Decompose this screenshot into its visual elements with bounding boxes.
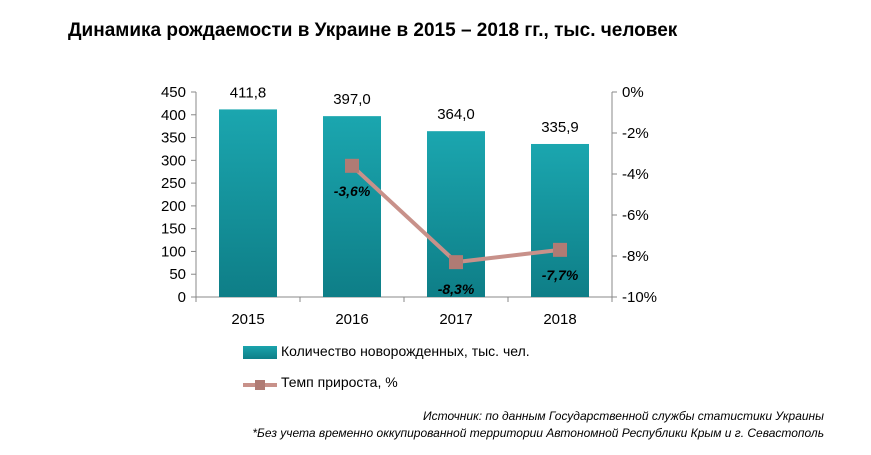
bar [219,109,277,297]
legend-bar-swatch [243,346,277,359]
x-tick-label: 2018 [543,311,576,328]
y-tick-label-right: -2% [622,125,649,142]
bar-data-label: 364,0 [437,106,475,123]
y-tick-label-right: 0% [622,84,644,101]
source-note: Источник: по данным Государственной служ… [423,409,824,423]
y-tick-label-left: 300 [161,152,186,169]
line-marker [345,158,359,173]
bar-series [219,109,589,298]
bar [427,131,485,297]
y-tick-label-right: -6% [622,207,649,224]
line-data-label: -3,6% [334,183,371,199]
y-tick-label-left: 150 [161,221,186,238]
y-tick-label-right: -8% [622,248,649,265]
line-marker [449,255,463,270]
line-series [345,158,567,270]
x-tick-label: 2017 [439,311,472,328]
y-tick-label-left: 350 [161,130,186,147]
y-tick-label-left: 0 [178,289,186,306]
x-tick-label: 2016 [335,311,368,328]
y-tick-label-right: -10% [622,289,657,306]
footnote: *Без учета временно оккупированной терри… [252,426,824,440]
x-tick-label: 2015 [231,311,264,328]
y-tick-label-left: 450 [161,84,186,101]
y-tick-label-left: 400 [161,107,186,124]
line-data-label: -7,7% [542,267,579,283]
bar-data-label: 397,0 [333,91,371,108]
bar-data-label: 335,9 [541,119,579,136]
chart-title: Динамика рождаемости в Украине в 2015 – … [68,20,678,41]
legend-label-growth: Темп прироста, % [281,374,398,390]
y-tick-label-left: 200 [161,198,186,215]
bar [323,116,381,298]
legend-label-births: Количество новорожденных, тыс. чел. [281,343,530,359]
y-tick-label-right: -4% [622,166,649,183]
y-tick-label-left: 250 [161,175,186,192]
chart-axes: 0 50 100 150 200 250 300 350 400 450 0% -2% -4% -6% -8… [161,84,657,328]
bar-data-label: 411,8 [230,84,266,101]
legend-marker-swatch [255,380,265,390]
line-marker [553,242,567,257]
y-tick-label-left: 100 [161,243,186,260]
bar [531,143,589,297]
y-tick-label-left: 50 [169,266,186,283]
data-labels: 411,8 397,0 364,0 335,9 -3,6% -8,3% -7,7% [230,84,579,297]
line-data-label: -8,3% [438,281,475,297]
